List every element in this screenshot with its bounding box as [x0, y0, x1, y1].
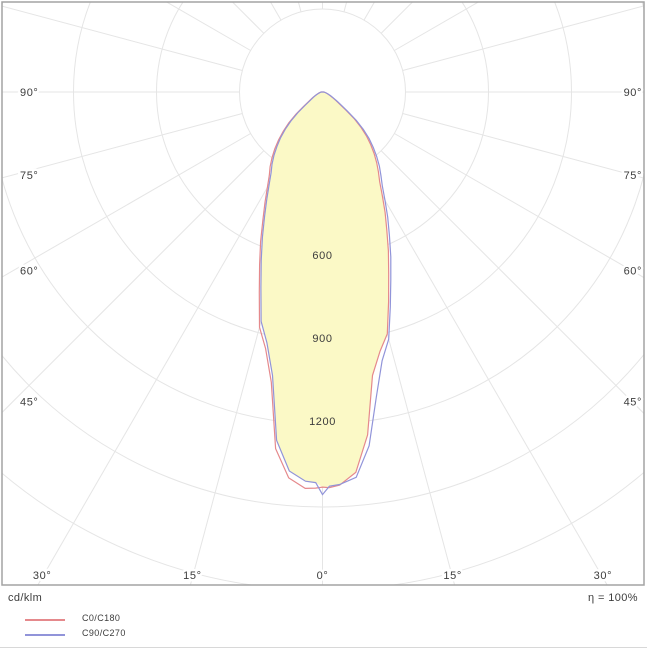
angle-label: 30°: [33, 570, 51, 582]
bottom-divider: [0, 647, 647, 648]
legend-item: C0/C180: [0, 612, 647, 627]
legend-label: C0/C180: [82, 613, 121, 623]
angle-label: 0°: [317, 570, 329, 582]
ring-value-label: 600: [312, 250, 332, 262]
chart-footer: cd/klm η = 100% C0/C180 C90/C270: [0, 588, 647, 650]
angle-label: 90°: [624, 87, 642, 99]
angle-label: 90°: [20, 87, 38, 99]
angle-label: 75°: [20, 170, 38, 182]
legend-line-swatch: [25, 634, 65, 636]
legend-label: C90/C270: [82, 628, 126, 638]
angle-label: 15°: [443, 570, 461, 582]
ring-value-label: 1200: [309, 416, 336, 428]
angle-label: 60°: [20, 266, 38, 278]
angle-label: 45°: [20, 396, 38, 408]
efficiency-label: η = 100%: [588, 592, 638, 604]
angle-label: 45°: [624, 396, 642, 408]
angle-label: 75°: [624, 170, 642, 182]
photometric-polar-chart: 90° 90° 75° 75° 60° 60° 45° 45° 30° 30° 15° 15° 0° 60…: [1, 1, 645, 586]
legend-item: C90/C270: [0, 627, 647, 642]
angle-label: 30°: [594, 570, 612, 582]
ring-value-label: 900: [312, 333, 332, 345]
beam-fill: [260, 92, 389, 488]
curve-c90-c270: [260, 91, 392, 496]
quantity-unit-label: cd/klm: [8, 592, 43, 604]
legend: C0/C180 C90/C270: [0, 612, 647, 642]
plot-border: [1, 1, 645, 586]
angle-label: 60°: [624, 266, 642, 278]
angle-label: 15°: [183, 570, 201, 582]
legend-line-swatch: [25, 619, 65, 621]
